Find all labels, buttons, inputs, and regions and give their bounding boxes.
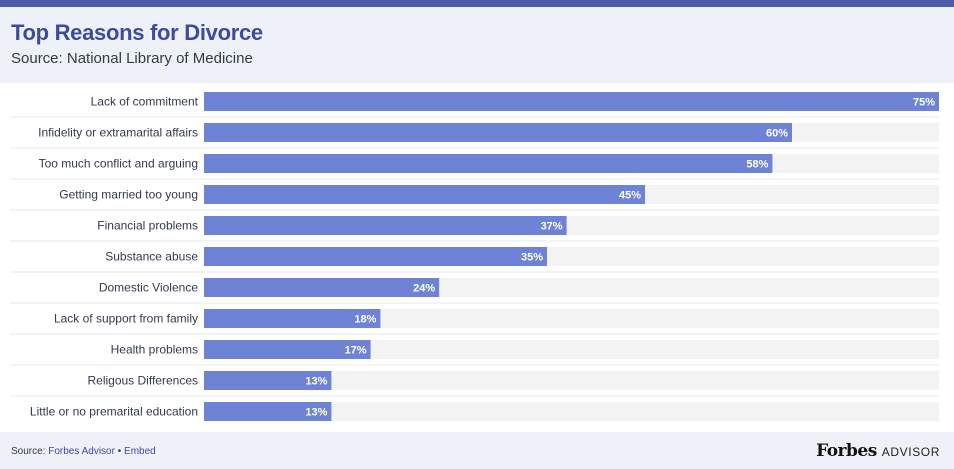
category-label: Infidelity or extramarital affairs <box>38 126 198 140</box>
category-label: Too much conflict and arguing <box>39 157 198 171</box>
bar <box>204 185 645 204</box>
brand-suffix: ADVISOR <box>881 445 940 459</box>
bar <box>204 123 792 142</box>
chart-title: Top Reasons for Divorce <box>11 20 263 45</box>
category-label: Domestic Violence <box>99 281 198 295</box>
value-label: 35% <box>521 252 543 264</box>
chart-subtitle: Source: National Library of Medicine <box>11 50 253 67</box>
top-accent-stripe <box>0 0 954 7</box>
bar-chart: Lack of commitment 75% Infidelity or extra… <box>10 92 939 421</box>
value-label: 13% <box>305 407 327 419</box>
category-label: Lack of support from family <box>54 312 198 326</box>
category-label: Financial problems <box>97 219 198 233</box>
value-label: 37% <box>541 221 563 233</box>
category-label: Religous Differences <box>87 374 198 388</box>
category-label: Getting married too young <box>59 188 198 202</box>
bar <box>204 247 547 266</box>
bar <box>204 154 773 173</box>
bar <box>204 402 332 421</box>
value-label: 60% <box>766 128 788 140</box>
bar-track <box>204 371 939 390</box>
value-label: 18% <box>354 314 376 326</box>
bar-track <box>204 340 939 359</box>
bar <box>204 309 381 328</box>
value-label: 24% <box>413 283 435 295</box>
source-link[interactable]: Forbes Advisor <box>48 446 115 457</box>
category-label: Substance abuse <box>105 250 198 264</box>
forbes-advisor-logo: Forbes ADVISOR <box>816 441 940 461</box>
bar <box>204 340 371 359</box>
brand-name: Forbes <box>816 441 877 461</box>
separator: • <box>117 446 122 457</box>
value-label: 13% <box>305 376 327 388</box>
category-label: Lack of commitment <box>91 95 199 109</box>
bar <box>204 371 332 390</box>
source-line: Source: Forbes Advisor • Embed <box>11 446 156 457</box>
bar <box>204 278 440 297</box>
value-label: 17% <box>345 345 367 357</box>
bar-track <box>204 402 939 421</box>
value-label: 45% <box>619 190 641 202</box>
embed-link[interactable]: Embed <box>124 446 156 457</box>
category-label: Little or no premarital education <box>30 405 198 419</box>
value-label: 58% <box>746 159 768 171</box>
chart-footer: Source: Forbes Advisor • Embed Forbes AD… <box>0 432 954 469</box>
source-prefix: Source: <box>11 446 46 457</box>
value-label: 75% <box>913 97 935 109</box>
bar <box>204 216 567 235</box>
category-label: Health problems <box>111 343 198 357</box>
chart-header: Top Reasons for Divorce Source: National… <box>0 7 954 83</box>
bar <box>204 92 939 111</box>
bar-track <box>204 309 939 328</box>
